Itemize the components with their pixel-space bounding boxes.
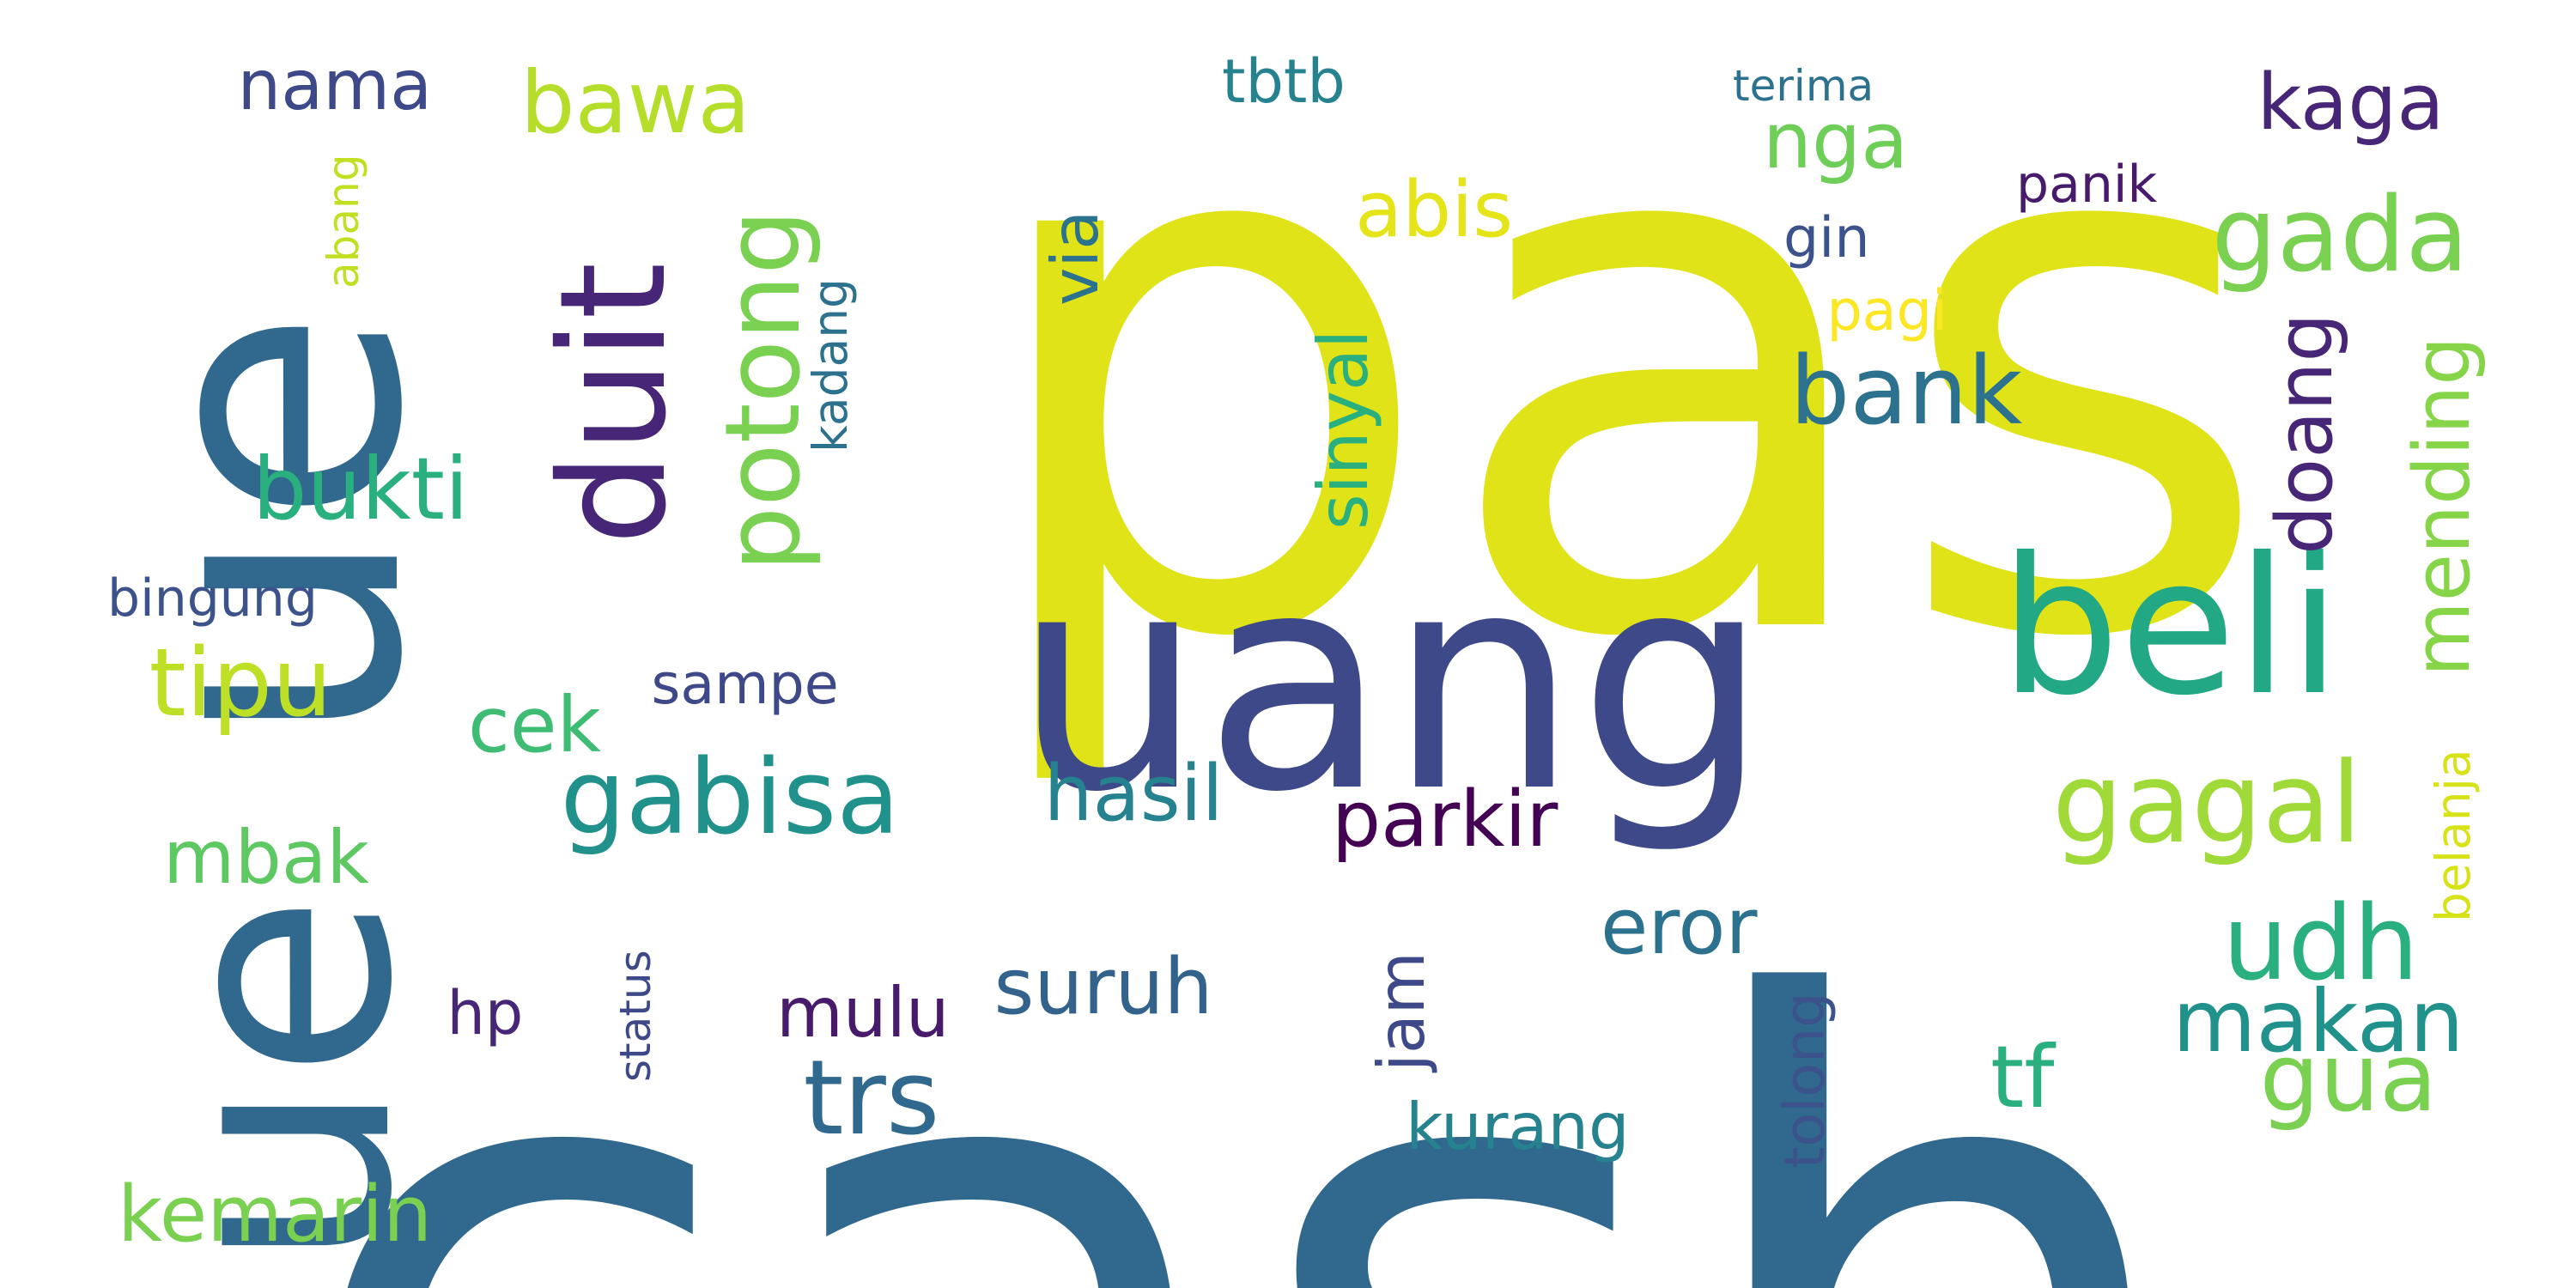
word-cash: cash (291, 902, 2199, 1288)
word-suruh: suruh (993, 942, 1213, 1032)
word-kaga: kaga (2257, 58, 2445, 148)
word-kurang: kurang (1406, 1089, 1630, 1164)
word-pagi: pagi (1826, 279, 1947, 343)
word-duit: duit (529, 262, 699, 545)
word-panik: panik (2016, 155, 2158, 215)
word-mending: mending (2397, 336, 2488, 677)
word-eror: eror (1601, 882, 1758, 972)
word-mulu: mulu (776, 973, 950, 1053)
word-trs: trs (803, 1039, 940, 1158)
word-beli: beli (2000, 517, 2342, 737)
word-doang: doang (2260, 313, 2350, 555)
word-tf: tf (1990, 1027, 2055, 1127)
word-gua: gua (2259, 1023, 2438, 1133)
word-tipu: tipu (149, 628, 332, 738)
word-jam: jam (1364, 951, 1439, 1072)
word-gabisa: gabisa (560, 738, 900, 858)
word-potong: potong (704, 209, 823, 572)
word-makan: makan (2172, 971, 2464, 1072)
word-bukti: bukti (252, 439, 469, 539)
word-pas: pas (969, 0, 2276, 799)
word-bingung: bingung (107, 568, 318, 629)
word-tbtb: tbtb (1222, 46, 1346, 117)
word-hasil: hasil (1043, 749, 1224, 839)
word-sampe: sampe (651, 653, 839, 717)
word-mbak: mbak (163, 815, 370, 901)
word-sinyal: sinyal (1303, 329, 1383, 530)
word-terima: terima (1733, 61, 1874, 111)
word-status: status (611, 949, 660, 1082)
word-bawa: bawa (520, 52, 750, 153)
word-bank: bank (1789, 336, 2023, 446)
word-hp: hp (447, 978, 524, 1048)
word-nama: nama (237, 46, 433, 125)
word-abang: abang (319, 154, 368, 289)
word-gagal: gagal (2052, 738, 2362, 868)
word-tolong: tolong (1773, 991, 1838, 1169)
word-abis: abis (1355, 165, 1514, 255)
word-gin: gin (1783, 206, 1870, 270)
word-gada: gada (2211, 176, 2469, 295)
word-belanja: belanja (2426, 748, 2481, 922)
word-cek: cek (468, 680, 601, 769)
word-parkir: parkir (1332, 775, 1558, 865)
word-udh: udh (2222, 884, 2419, 1004)
word-kadang: kadang (803, 277, 858, 453)
word-nga: nga (1763, 96, 1909, 186)
word-via: via (1037, 210, 1113, 306)
word-uang: uang (1013, 507, 1770, 858)
word-kemarin: kemarin (118, 1170, 433, 1260)
